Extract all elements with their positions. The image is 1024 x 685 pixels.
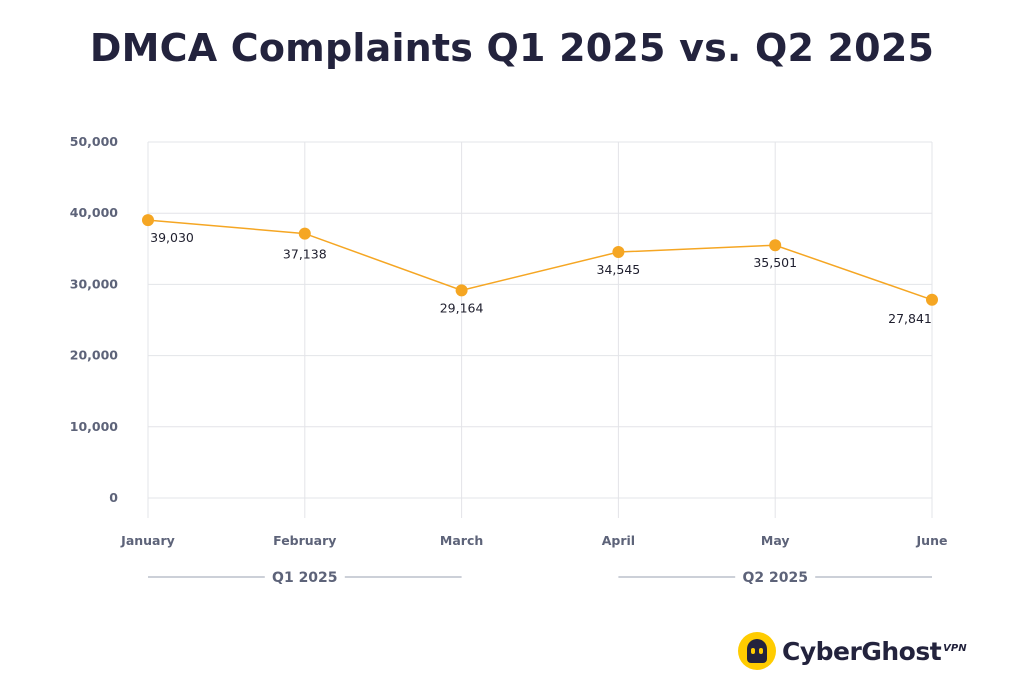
- data-point: [769, 239, 782, 252]
- cyberghost-logo-icon: [738, 632, 776, 670]
- y-tick-label: 40,000: [70, 205, 119, 220]
- y-tick-label: 20,000: [70, 348, 119, 363]
- data-label: 39,030: [150, 230, 194, 245]
- group-label: Q1 2025: [272, 570, 337, 586]
- y-tick-label: 30,000: [70, 276, 119, 291]
- data-label: 35,501: [753, 255, 797, 270]
- page-title: DMCA Complaints Q1 2025 vs. Q2 2025: [89, 26, 935, 70]
- x-tick-label: April: [602, 533, 635, 548]
- data-point: [455, 284, 468, 297]
- brand-suffix: VPN: [943, 642, 967, 654]
- data-point: [142, 214, 154, 227]
- data-point: [926, 293, 938, 306]
- data-point: [298, 227, 311, 240]
- data-label: 27,841: [888, 311, 932, 326]
- y-tick-label: 0: [109, 490, 118, 505]
- series-line: [147, 219, 933, 301]
- brand-logo: CyberGhost VPN: [738, 631, 967, 671]
- x-tick-label: May: [761, 533, 790, 548]
- group-label: Q2 2025: [742, 570, 807, 586]
- x-tick-label: March: [440, 533, 483, 548]
- data-label: 34,545: [597, 262, 641, 277]
- data-label: 29,164: [440, 300, 484, 315]
- y-tick-label: 10,000: [70, 419, 119, 434]
- data-point: [612, 246, 625, 259]
- brand-name: CyberGhost: [782, 636, 942, 666]
- x-tick-label: February: [273, 533, 336, 548]
- y-tick-label: 50,000: [70, 134, 119, 149]
- x-tick-label: January: [120, 533, 175, 548]
- x-tick-label: June: [916, 533, 948, 548]
- data-label: 37,138: [283, 247, 327, 262]
